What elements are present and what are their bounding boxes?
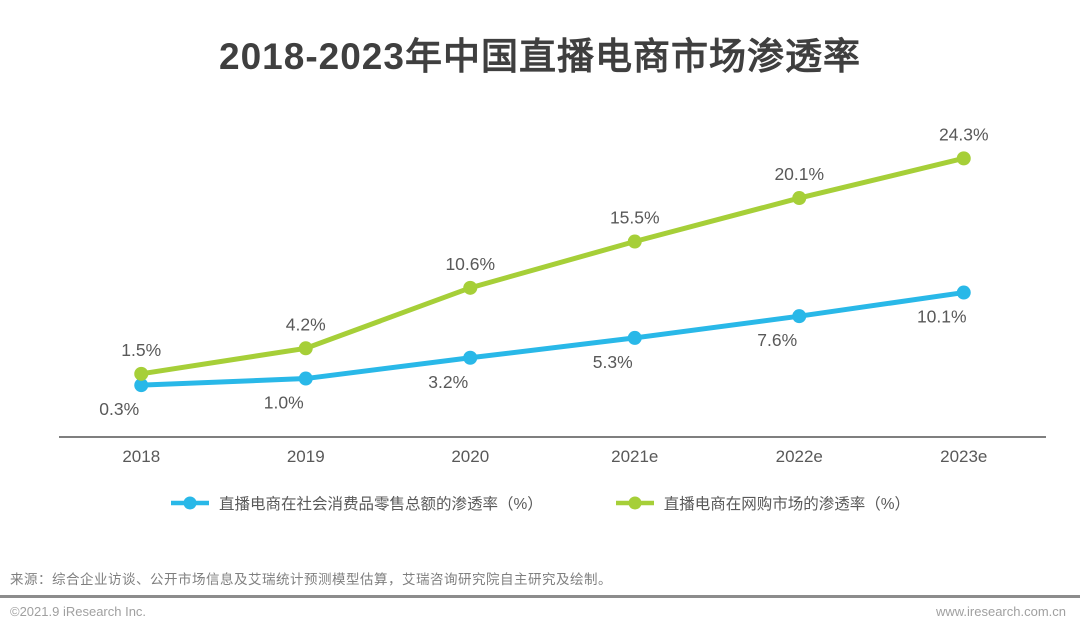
x-axis-label-2020: 2020	[451, 447, 489, 466]
legend-marker-icon	[170, 496, 209, 510]
value-label-retail-total-2021e: 5.3%	[593, 352, 633, 372]
value-label-retail-total-2023e: 10.1%	[917, 307, 967, 327]
legend-marker-icon	[615, 496, 654, 510]
data-point-online-shopping-2018	[134, 366, 149, 381]
value-label-online-shopping-2020: 10.6%	[445, 254, 495, 274]
legend-label: 直播电商在网购市场的渗透率（%）	[663, 496, 911, 513]
chart-title: 2018-2023年中国直播电商市场渗透率	[219, 36, 861, 77]
x-axis-label-2022e: 2022e	[776, 447, 823, 466]
data-point-online-shopping-2019	[298, 341, 313, 356]
data-point-retail-total-2020	[463, 350, 478, 365]
value-label-retail-total-2018: 0.3%	[99, 399, 139, 419]
source-note: 来源：综合企业访谈、公开市场信息及艾瑞统计预测模型估算，艾瑞咨询研究院自主研究及…	[10, 572, 612, 587]
x-axis-label-2021e: 2021e	[611, 447, 658, 466]
value-label-online-shopping-2018: 1.5%	[121, 340, 161, 360]
data-point-online-shopping-2020	[463, 280, 478, 295]
copyright-text: ©2021.9 iResearch Inc.	[10, 604, 147, 619]
legend-item-retail-total: 直播电商在社会消费品零售总额的渗透率（%）	[170, 492, 543, 514]
value-label-retail-total-2020: 3.2%	[428, 372, 468, 392]
series-line-retail-total	[141, 290, 965, 388]
value-label-online-shopping-2019: 4.2%	[286, 314, 326, 334]
value-label-online-shopping-2021e: 15.5%	[610, 208, 660, 228]
chart-legend: 直播电商在社会消费品零售总额的渗透率（%） 直播电商在网购市场的渗透率（%）	[0, 492, 1080, 514]
legend-label: 直播电商在社会消费品零售总额的渗透率（%）	[218, 496, 543, 513]
data-point-retail-total-2018	[134, 378, 149, 393]
data-point-retail-total-2022e	[792, 309, 807, 324]
value-label-online-shopping-2022e: 20.1%	[774, 164, 824, 184]
value-label-retail-total-2019: 1.0%	[264, 393, 304, 413]
data-point-online-shopping-2022e	[792, 191, 807, 206]
website-text: www.iresearch.com.cn	[935, 604, 1066, 619]
value-label-retail-total-2022e: 7.6%	[757, 330, 797, 350]
series-line-online-shopping	[140, 155, 965, 377]
x-axis-label-2019: 2019	[287, 447, 325, 466]
x-axis-label-2018: 2018	[122, 447, 160, 466]
footer-bar: ©2021.9 iResearch Inc. www.iresearch.com…	[10, 604, 1066, 619]
legend-item-online-shopping: 直播电商在网购市场的渗透率（%）	[615, 492, 910, 514]
data-point-retail-total-2019	[298, 371, 313, 386]
value-label-online-shopping-2023e: 24.3%	[939, 124, 989, 144]
data-point-retail-total-2021e	[627, 330, 642, 345]
footer-separator	[0, 595, 1080, 598]
data-point-online-shopping-2021e	[627, 234, 642, 249]
x-axis-label-2023e: 2023e	[940, 447, 987, 466]
data-point-online-shopping-2023e	[956, 151, 971, 166]
data-point-retail-total-2023e	[956, 285, 971, 300]
